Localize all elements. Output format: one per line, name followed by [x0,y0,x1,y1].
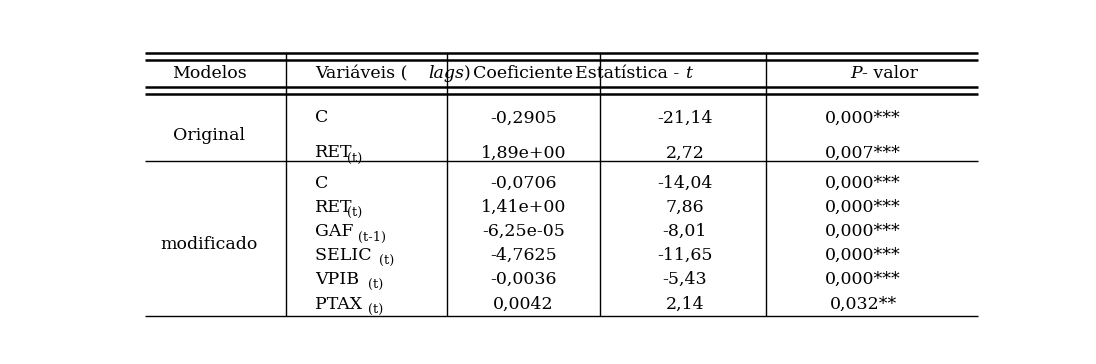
Text: C: C [316,175,329,192]
Text: PTAX: PTAX [316,296,368,313]
Text: -0,0036: -0,0036 [490,270,557,288]
Text: 0,000***: 0,000*** [825,110,901,126]
Text: Modelos: Modelos [172,65,247,82]
Text: 0,000***: 0,000*** [825,247,901,264]
Text: -0,0706: -0,0706 [490,175,557,192]
Text: -0,2905: -0,2905 [490,110,557,126]
Text: ): ) [464,65,471,82]
Text: (t): (t) [347,153,363,166]
Text: (t): (t) [368,279,384,292]
Text: 0,032**: 0,032** [830,296,897,313]
Text: 7,86: 7,86 [665,199,704,216]
Text: 0,000***: 0,000*** [825,270,901,288]
Text: 0,000***: 0,000*** [825,199,901,216]
Text: VPIB: VPIB [316,270,365,288]
Text: P: P [849,65,861,82]
Text: 0,0042: 0,0042 [493,296,553,313]
Text: Original: Original [173,127,246,144]
Text: 0,007***: 0,007*** [825,145,901,162]
Text: Coeficiente: Coeficiente [473,65,573,82]
Text: t: t [685,65,692,82]
Text: 2,72: 2,72 [665,145,705,162]
Text: (t-1): (t-1) [357,231,386,244]
Text: 0,000***: 0,000*** [825,223,901,240]
Text: RET: RET [316,199,353,216]
Text: SELIC: SELIC [316,247,377,264]
Text: 1,41e+00: 1,41e+00 [481,199,567,216]
Text: -11,65: -11,65 [658,247,712,264]
Text: 0,000***: 0,000*** [825,175,901,192]
Text: (t): (t) [379,255,395,268]
Text: -5,43: -5,43 [663,270,707,288]
Text: -21,14: -21,14 [658,110,712,126]
Text: -6,25e-05: -6,25e-05 [482,223,564,240]
Text: 1,89e+00: 1,89e+00 [481,145,567,162]
Text: (t): (t) [347,207,363,220]
Text: modificado: modificado [160,236,258,253]
Text: 2,14: 2,14 [665,296,704,313]
Text: (t): (t) [368,304,384,317]
Text: -14,04: -14,04 [658,175,712,192]
Text: -8,01: -8,01 [663,223,707,240]
Text: RET: RET [316,145,353,162]
Text: GAF: GAF [316,223,359,240]
Text: - valor: - valor [861,65,917,82]
Text: Estatística -: Estatística - [575,65,685,82]
Text: Variáveis (: Variáveis ( [316,65,408,82]
Text: C: C [316,110,329,126]
Text: lags: lags [429,65,465,82]
Text: -4,7625: -4,7625 [490,247,557,264]
